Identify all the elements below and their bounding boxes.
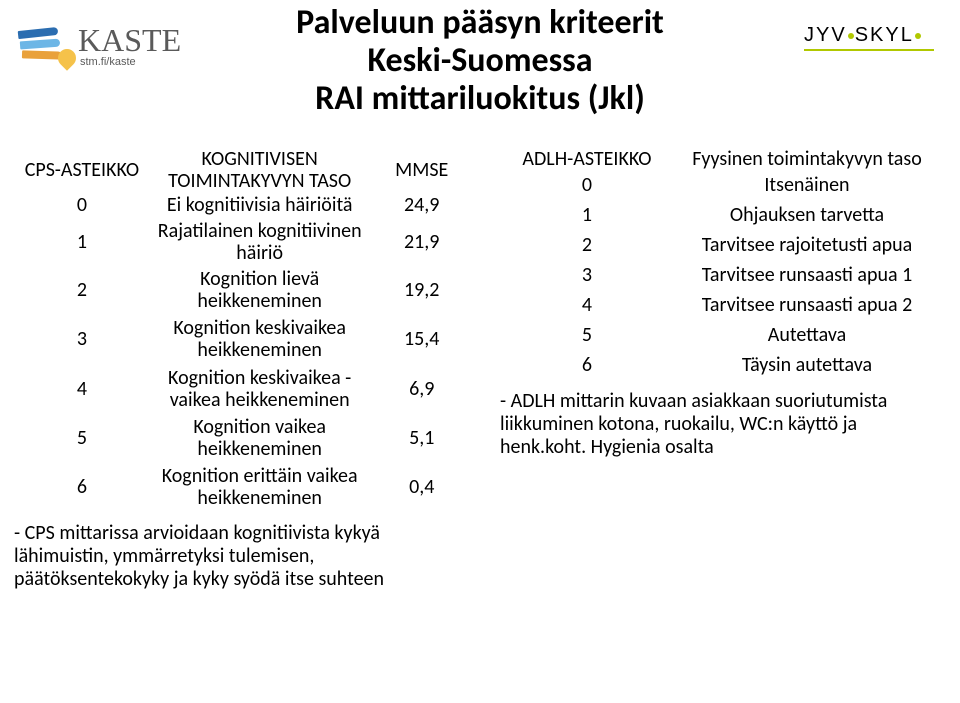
table-row: 5 Kognition vaikea heikkeneminen 5,1 [14,414,474,462]
cps-note: - CPS mittarissa arvioidaan kognitiivist… [14,522,474,591]
table-row: 6 Täysin autettava [500,350,940,380]
cps-header-2: KOGNITIVISEN TOIMINTAKYVYN TASO [150,148,370,192]
table-row: 2 Tarvitsee rajoitetusti apua [500,230,940,260]
page-title: Palveluun pääsyn kriteerit Keski-Suomess… [0,4,960,118]
table-row: 2 Kognition lievä heikkeneminen 19,2 [14,266,474,314]
table-row: 6 Kognition erittäin vaikea heikkenemine… [14,462,474,512]
cps-table: CPS-ASTEIKKO KOGNITIVISEN TOIMINTAKYVYN … [14,148,474,512]
table-row: 1 Ohjauksen tarvetta [500,200,940,230]
right-column: ADLH-ASTEIKKO Fyysinen toimintakyvyn tas… [500,148,940,459]
adlh-header-1: ADLH-ASTEIKKO [500,148,674,170]
cps-header-3: MMSE [369,148,474,192]
table-row: 1 Rajatilainen kognitiivinen häiriö 21,9 [14,218,474,266]
table-header-row: ADLH-ASTEIKKO Fyysinen toimintakyvyn tas… [500,148,940,170]
table-row: 3 Tarvitsee runsaasti apua 1 [500,260,940,290]
adlh-table: ADLH-ASTEIKKO Fyysinen toimintakyvyn tas… [500,148,940,380]
table-row: 4 Kognition keskivaikea - vaikea heikken… [14,364,474,414]
left-column: CPS-ASTEIKKO KOGNITIVISEN TOIMINTAKYVYN … [14,148,474,591]
adlh-header-2: Fyysinen toimintakyvyn taso [674,148,940,170]
title-line-1: Palveluun pääsyn kriteerit [0,4,960,42]
table-header-row: CPS-ASTEIKKO KOGNITIVISEN TOIMINTAKYVYN … [14,148,474,192]
title-line-2: Keski-Suomessa [0,42,960,80]
table-row: 0 Ei kognitiivisia häiriöitä 24,9 [14,192,474,218]
table-row: 5 Autettava [500,320,940,350]
table-row: 4 Tarvitsee runsaasti apua 2 [500,290,940,320]
table-row: 3 Kognition keskivaikea heikkeneminen 15… [14,314,474,364]
cps-header-1: CPS-ASTEIKKO [14,148,150,192]
title-line-3: RAI mittariluokitus (Jkl) [0,80,960,118]
adlh-note: - ADLH mittarin kuvaan asiakkaan suoriut… [500,390,940,459]
table-row: 0 Itsenäinen [500,170,940,200]
